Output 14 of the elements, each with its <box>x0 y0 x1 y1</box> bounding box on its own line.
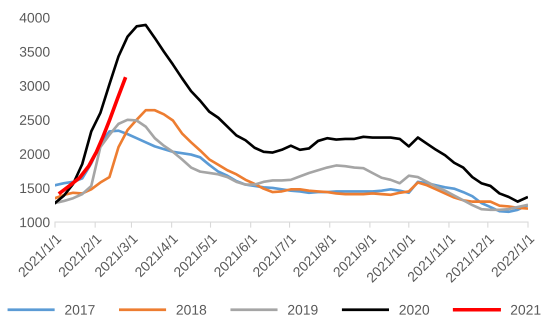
y-tick-label: 1500 <box>20 183 50 194</box>
y-tick-label: 2500 <box>20 115 50 125</box>
line-series <box>58 77 127 195</box>
legend-label: 2020 <box>399 304 430 315</box>
legend-label: 2019 <box>288 304 318 315</box>
y-tick-label: 2000 <box>20 149 50 160</box>
line-series <box>55 24 528 204</box>
legend-label: 2018 <box>176 304 206 315</box>
y-tick-label: 3000 <box>20 81 50 91</box>
y-tick-label: 4000 <box>20 12 50 23</box>
legend-label: 2017 <box>65 304 95 315</box>
y-tick-label: 1000 <box>20 217 50 228</box>
legend-label: 2021 <box>510 304 540 315</box>
y-tick-label: 3500 <box>20 46 50 57</box>
